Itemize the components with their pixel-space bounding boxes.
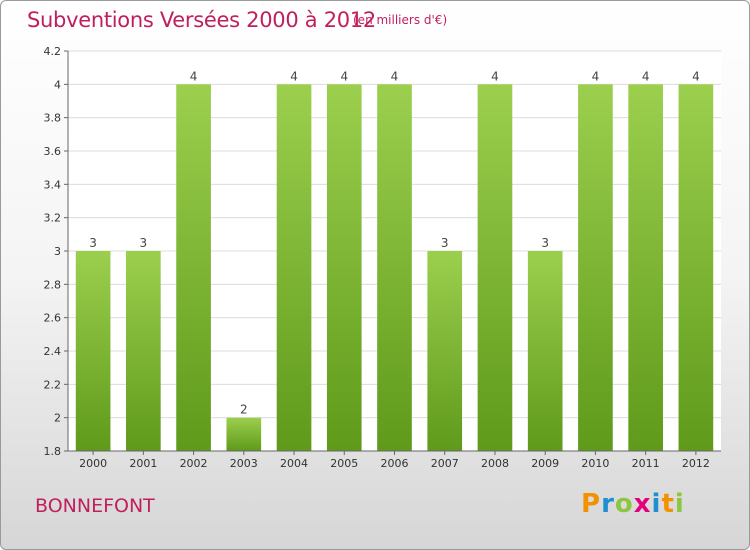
x-tick-label: 2001 <box>129 457 157 470</box>
x-tick-label: 2006 <box>381 457 409 470</box>
bar <box>326 84 362 451</box>
bar <box>276 84 312 451</box>
bar <box>427 251 463 451</box>
data-label: 4 <box>290 69 298 83</box>
x-tick-label: 2007 <box>431 457 459 470</box>
y-tick-label: 2.4 <box>44 345 62 358</box>
logo-letter: i <box>674 489 685 519</box>
data-label: 2 <box>240 403 248 417</box>
x-tick-label: 2003 <box>230 457 258 470</box>
y-tick-label: 2.8 <box>44 278 62 291</box>
x-tick-label: 2002 <box>180 457 208 470</box>
data-label: 4 <box>391 69 399 83</box>
bar <box>377 84 412 451</box>
y-tick-label: 3.6 <box>44 145 62 158</box>
data-label: 3 <box>140 236 148 250</box>
y-tick-label: 3.2 <box>44 212 62 225</box>
y-tick-label: 2.2 <box>44 378 62 391</box>
bar <box>578 84 613 451</box>
axes: 1.8 2 2.2 2.4 2.6 2.8 3 3.2 3.4 3.6 3.8 4 4.2 2000 200… <box>44 45 721 470</box>
x-tick-label: 2000 <box>79 457 107 470</box>
x-tick-label: 2008 <box>481 457 509 470</box>
y-tick-label: 4 <box>54 78 61 91</box>
y-tick-label: 3 <box>54 245 61 258</box>
commune-name: BONNEFONT <box>35 495 155 517</box>
data-label: 4 <box>592 69 600 83</box>
x-tick-label: 2012 <box>682 457 710 470</box>
chart-title: Subventions Versées 2000 à 2012 <box>27 8 376 32</box>
x-tick-label: 2011 <box>632 457 660 470</box>
logo-letter: i <box>651 489 662 519</box>
logo-letter: x <box>633 489 652 519</box>
y-tick-label: 1.8 <box>44 445 62 458</box>
y-tick-label: 3.8 <box>44 112 62 125</box>
y-tick-label: 2.6 <box>44 312 62 325</box>
data-label: 4 <box>642 69 650 83</box>
data-label: 4 <box>340 69 348 83</box>
bar <box>477 84 513 451</box>
x-tick-label: 2005 <box>330 457 358 470</box>
logo-letter: P <box>581 489 602 519</box>
proxiti-logo: Proxiti <box>581 489 685 519</box>
data-label: 4 <box>491 69 499 83</box>
chart-subtitle: (en milliers d'€) <box>353 13 448 27</box>
data-label: 4 <box>190 69 198 83</box>
x-tick-label: 2004 <box>280 457 308 470</box>
data-label: 3 <box>89 236 97 250</box>
logo-letter: o <box>614 489 634 519</box>
data-label: 4 <box>692 69 700 83</box>
bar <box>226 417 262 451</box>
x-tick-label: 2010 <box>581 457 609 470</box>
y-tick-label: 2 <box>54 412 61 425</box>
bar <box>678 84 714 451</box>
y-tick-label: 4.2 <box>44 45 62 58</box>
x-tick-label: 2009 <box>531 457 559 470</box>
bar <box>527 251 563 451</box>
bar <box>75 251 111 451</box>
bars: 3 3 4 2 4 4 4 3 4 3 4 4 4 <box>75 69 714 451</box>
logo-letter: r <box>601 489 615 519</box>
bar <box>176 84 211 451</box>
bar <box>126 251 161 451</box>
logo-letter: t <box>661 489 675 519</box>
data-label: 3 <box>541 236 549 250</box>
bar <box>628 84 663 451</box>
data-label: 3 <box>441 236 449 250</box>
y-tick-label: 3.4 <box>44 178 62 191</box>
